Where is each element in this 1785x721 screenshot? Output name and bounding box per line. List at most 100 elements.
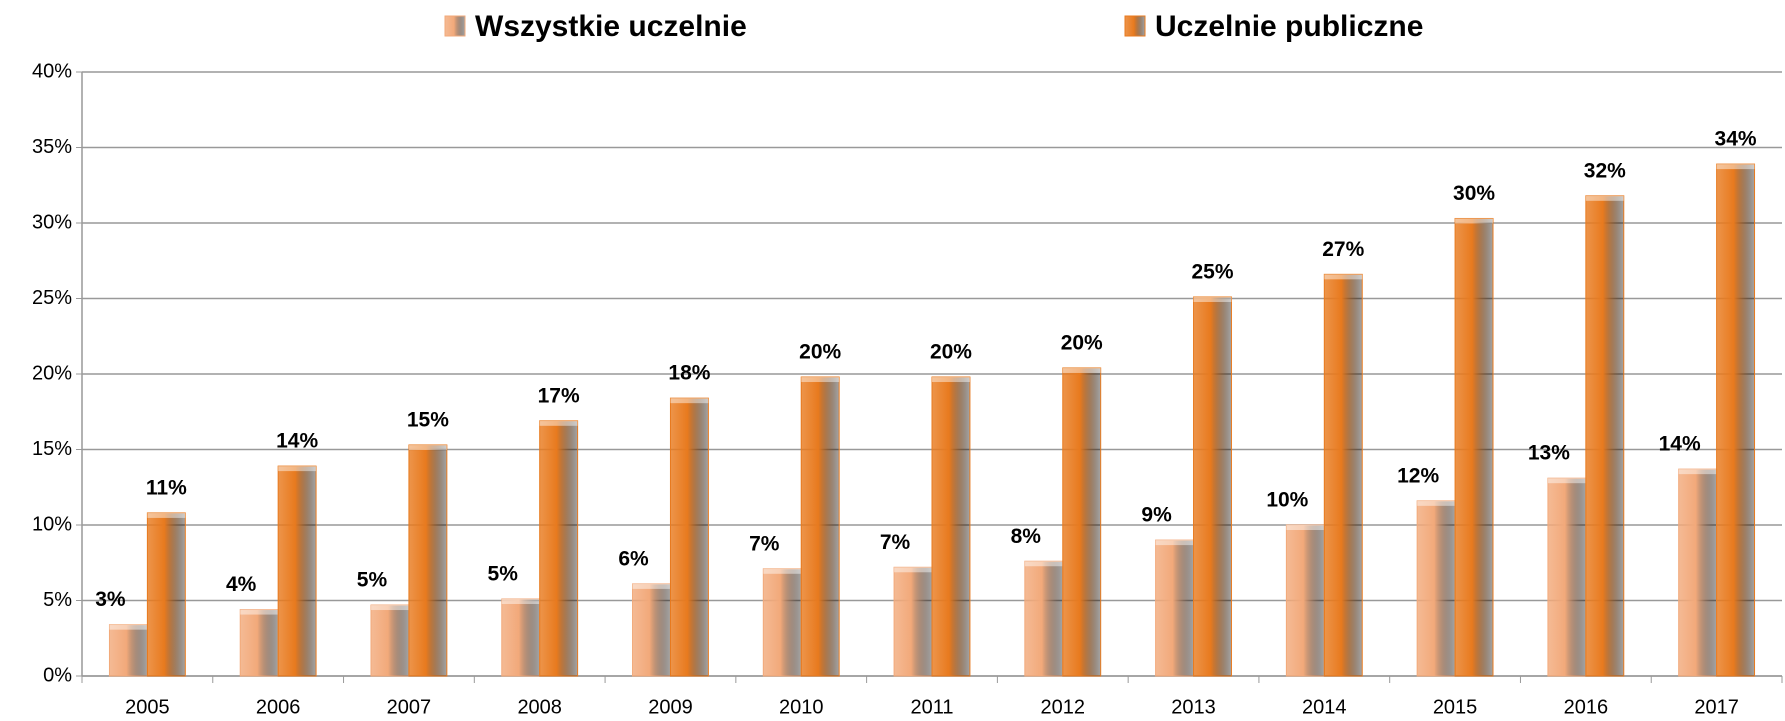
data-label: 3%: [95, 588, 126, 611]
data-label: 8%: [1011, 525, 1042, 548]
bar-cap: [371, 605, 409, 611]
data-label: 10%: [1266, 489, 1308, 512]
data-label: 11%: [146, 476, 187, 499]
legend-label: Wszystkie uczelnie: [475, 10, 747, 43]
x-tick-label: 2015: [1433, 696, 1478, 718]
bar: [370, 604, 410, 677]
bar: [1024, 560, 1064, 677]
y-tick-label: 30%: [32, 211, 72, 233]
bar-cap: [1455, 218, 1493, 224]
data-label: 5%: [488, 563, 519, 586]
y-tick-label: 10%: [32, 513, 72, 535]
bar-cap: [1062, 367, 1101, 373]
bar-cap: [1155, 540, 1194, 546]
bar: [501, 598, 541, 677]
bar: [893, 566, 933, 677]
y-tick-label: 0%: [43, 664, 72, 686]
x-tick-label: 2010: [779, 696, 824, 718]
bar-cap: [501, 598, 540, 604]
data-label: 20%: [799, 341, 841, 364]
data-label: 17%: [538, 384, 580, 407]
y-tick-label: 20%: [32, 362, 72, 384]
bar-cap: [1678, 469, 1717, 475]
bar: [1678, 468, 1718, 677]
bar: [632, 583, 671, 677]
x-tick-label: 2011: [910, 696, 953, 718]
data-label: 20%: [1061, 332, 1103, 355]
data-label: 18%: [668, 362, 710, 385]
x-tick-label: 2005: [125, 696, 170, 718]
x-tick-label: 2017: [1694, 696, 1739, 718]
bar: [1454, 217, 1494, 677]
x-tick-label: 2007: [387, 696, 432, 718]
bar: [1062, 367, 1102, 677]
y-tick-label: 35%: [32, 136, 72, 158]
bar: [108, 624, 148, 677]
bar-cap: [240, 609, 279, 615]
y-tick-label: 15%: [32, 438, 72, 460]
x-tick-label: 2006: [256, 696, 301, 718]
bar: [408, 444, 448, 677]
data-label: 5%: [357, 569, 388, 592]
bar: [800, 376, 840, 677]
bar-cap: [109, 624, 148, 630]
data-label: 4%: [226, 573, 257, 596]
data-label: 13%: [1528, 442, 1570, 465]
data-label: 9%: [1141, 504, 1172, 527]
bar-cap: [1193, 296, 1232, 302]
y-tick-label: 5%: [43, 589, 72, 611]
x-tick-label: 2008: [517, 696, 562, 718]
data-label: 25%: [1191, 261, 1233, 284]
bar-cap: [801, 377, 840, 383]
data-label: 34%: [1715, 128, 1757, 151]
data-label: 15%: [407, 409, 449, 432]
bar-cap: [408, 444, 447, 450]
legend-swatch: [1124, 15, 1146, 37]
bar: [1416, 500, 1456, 677]
data-label: 20%: [930, 341, 972, 364]
bar-cap: [278, 466, 317, 472]
x-tick-label: 2016: [1564, 696, 1609, 718]
data-label: 7%: [749, 532, 780, 555]
bar: [1547, 477, 1587, 677]
bar: [1716, 163, 1756, 677]
bar-cap: [932, 377, 970, 383]
data-label: 14%: [276, 430, 318, 453]
bar-cap: [670, 398, 709, 404]
bar-cap: [1024, 561, 1063, 567]
bar-cap: [1547, 478, 1586, 484]
data-label: 6%: [618, 547, 649, 570]
bar-cap: [1417, 500, 1456, 506]
x-tick-label: 2012: [1041, 696, 1086, 718]
data-label: 30%: [1453, 182, 1495, 205]
bar: [239, 609, 279, 677]
bar-cap: [1286, 525, 1325, 530]
bar-cap: [1585, 195, 1624, 201]
bar-cap: [894, 567, 932, 573]
bar: [1285, 524, 1325, 677]
bar-cap: [1716, 164, 1755, 170]
y-tick-label: 25%: [32, 287, 72, 309]
data-label: 27%: [1322, 238, 1364, 261]
data-label: 7%: [880, 531, 911, 554]
x-tick-label: 2009: [648, 696, 693, 718]
x-tick-label: 2014: [1302, 696, 1347, 718]
bar: [1193, 296, 1232, 677]
bar: [539, 420, 579, 677]
data-label: 12%: [1397, 464, 1439, 487]
bar: [1323, 273, 1363, 677]
bar-cap: [539, 420, 578, 426]
y-tick-label: 40%: [32, 60, 72, 82]
bar-cap: [1324, 274, 1363, 280]
legend-label: Uczelnie publiczne: [1155, 10, 1423, 43]
bar: [931, 376, 971, 677]
bar: [277, 465, 317, 677]
bar-cap: [147, 512, 186, 518]
bar: [1155, 539, 1195, 677]
bar-cap: [632, 583, 671, 589]
bar: [1585, 195, 1625, 677]
x-tick-label: 2013: [1171, 696, 1216, 718]
data-label: 14%: [1659, 433, 1701, 456]
bar-cap: [763, 568, 802, 574]
